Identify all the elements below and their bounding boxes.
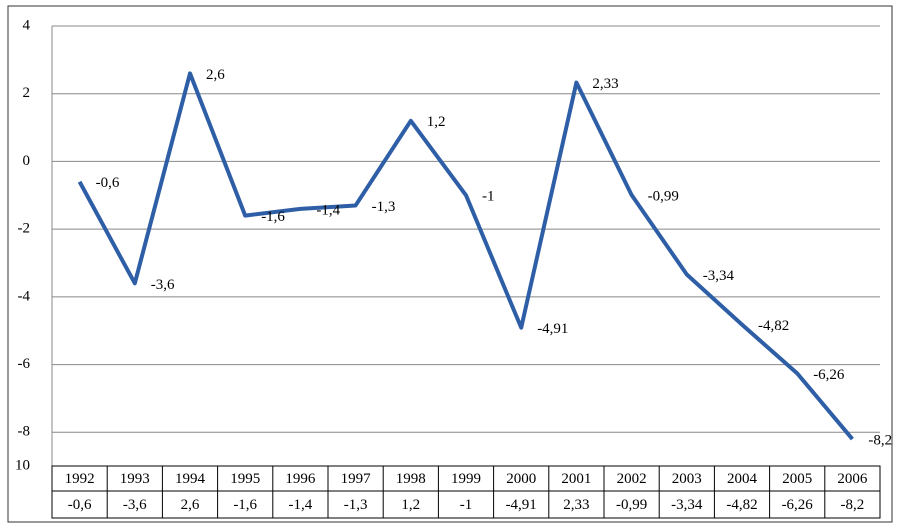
data-label: -0,6 [96, 175, 120, 191]
table-value: -4,91 [506, 497, 537, 513]
y-tick-label: -8 [18, 424, 31, 440]
y-tick-label: 4 [23, 17, 31, 33]
x-tick-label: 2004 [727, 471, 758, 487]
x-tick-label: 2005 [782, 471, 812, 487]
table-value: -4,82 [726, 497, 757, 513]
data-label: 2,33 [592, 76, 618, 92]
x-tick-label: 1992 [65, 471, 95, 487]
x-tick-label: 2001 [561, 471, 591, 487]
chart-frame [7, 5, 893, 523]
table-value: -1,6 [233, 497, 257, 513]
table-value: 2,6 [181, 497, 200, 513]
data-label: -6,26 [813, 367, 845, 383]
y-tick-label: 2 [23, 85, 31, 101]
data-label: -1,4 [316, 202, 340, 218]
data-label: -4,91 [537, 321, 568, 337]
table-value: -0,6 [68, 497, 92, 513]
data-label: -3,6 [151, 277, 175, 293]
x-tick-label: 2000 [506, 471, 536, 487]
table-value: -3,34 [671, 497, 703, 513]
table-value: -1,4 [289, 497, 313, 513]
x-tick-label: 1995 [230, 471, 260, 487]
table-frame [51, 465, 881, 519]
x-tick-label: 2006 [837, 471, 868, 487]
x-tick-label: 1994 [175, 471, 206, 487]
data-label: -4,82 [758, 318, 789, 334]
table-value: -8,2 [841, 497, 865, 513]
y-tick-label: 10 [15, 457, 30, 473]
x-tick-label: 1993 [120, 471, 150, 487]
data-label: -1 [482, 189, 495, 205]
table-value: -1,3 [344, 497, 368, 513]
x-tick-label: 2002 [617, 471, 647, 487]
x-tick-label: 1998 [396, 471, 426, 487]
table-value: -3,6 [123, 497, 147, 513]
data-label: -0,99 [648, 188, 679, 204]
x-tick-label: 2003 [672, 471, 702, 487]
x-tick-label: 1999 [451, 471, 481, 487]
x-tick-label: 1997 [341, 471, 372, 487]
data-label: -3,34 [703, 268, 735, 284]
x-tick-label: 1996 [285, 471, 316, 487]
table-value: -0,99 [616, 497, 647, 513]
y-tick-label: 0 [23, 153, 31, 169]
data-label: -8,2 [868, 432, 892, 448]
table-value: -1 [460, 497, 473, 513]
data-label: 2,6 [206, 67, 225, 83]
table-value: 2,33 [563, 497, 589, 513]
y-tick-label: -6 [18, 356, 31, 372]
table-value: 1,2 [401, 497, 420, 513]
data-label: -1,6 [261, 209, 285, 225]
table-value: -6,26 [782, 497, 814, 513]
data-line [77, 71, 854, 441]
y-tick-label: -2 [18, 221, 31, 237]
y-tick-label: -4 [18, 288, 31, 304]
data-label: -1,3 [372, 199, 396, 215]
data-label: 1,2 [427, 114, 446, 130]
